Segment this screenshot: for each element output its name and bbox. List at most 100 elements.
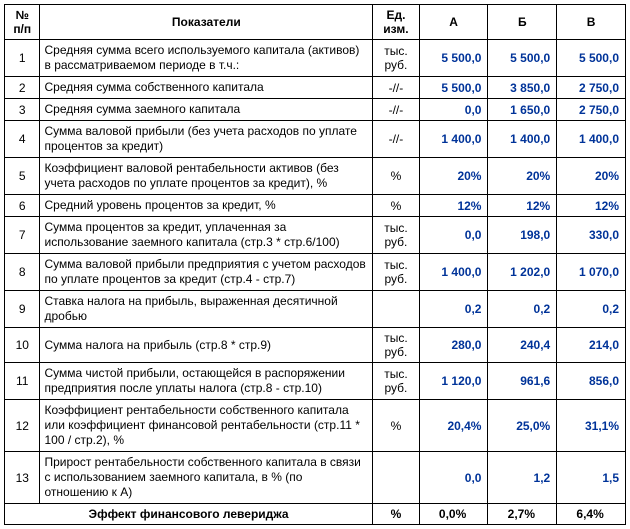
- row-value-v: 12%: [557, 195, 626, 217]
- row-value-v: 2 750,0: [557, 77, 626, 99]
- footer-label: Эффект финансового левериджа: [5, 504, 373, 525]
- row-value-a: 0,0: [419, 452, 488, 504]
- row-unit: тыс. руб.: [373, 217, 420, 254]
- row-value-v: 330,0: [557, 217, 626, 254]
- table-row: 8Сумма валовой прибыли предприятия с уче…: [5, 254, 626, 291]
- row-value-b: 240,4: [488, 328, 557, 363]
- row-number: 3: [5, 99, 40, 121]
- table-row: 5Коэффициент валовой рентабельности акти…: [5, 158, 626, 195]
- row-value-a: 280,0: [419, 328, 488, 363]
- row-value-v: 2 750,0: [557, 99, 626, 121]
- col-header-v: В: [557, 5, 626, 40]
- col-header-unit: Ед. изм.: [373, 5, 420, 40]
- row-value-b: 0,2: [488, 291, 557, 328]
- table-row: 13Прирост рентабельности собственного ка…: [5, 452, 626, 504]
- row-unit: [373, 452, 420, 504]
- row-number: 11: [5, 363, 40, 400]
- table-row: 7Сумма процентов за кредит, уплаченная з…: [5, 217, 626, 254]
- row-number: 2: [5, 77, 40, 99]
- table-row: 4Сумма валовой прибыли (без учета расход…: [5, 121, 626, 158]
- row-value-a: 5 500,0: [419, 40, 488, 77]
- row-value-v: 1 400,0: [557, 121, 626, 158]
- table-row: 6Средний уровень процентов за кредит, %%…: [5, 195, 626, 217]
- row-indicator: Средний уровень процентов за кредит, %: [40, 195, 373, 217]
- row-value-a: 1 400,0: [419, 254, 488, 291]
- row-indicator: Сумма налога на прибыль (стр.8 * стр.9): [40, 328, 373, 363]
- row-value-b: 3 850,0: [488, 77, 557, 99]
- row-value-v: 856,0: [557, 363, 626, 400]
- row-value-a: 0,2: [419, 291, 488, 328]
- row-number: 1: [5, 40, 40, 77]
- row-number: 5: [5, 158, 40, 195]
- table-row: 3Средняя сумма заемного капитала-//-0,01…: [5, 99, 626, 121]
- footer-unit: %: [373, 504, 420, 525]
- row-value-v: 20%: [557, 158, 626, 195]
- row-value-a: 20,4%: [419, 400, 488, 452]
- row-value-b: 1 202,0: [488, 254, 557, 291]
- row-unit: %: [373, 158, 420, 195]
- row-indicator: Коэффициент валовой рентабельности актив…: [40, 158, 373, 195]
- footer-value-v: 6,4%: [557, 504, 626, 525]
- row-number: 8: [5, 254, 40, 291]
- row-value-a: 1 400,0: [419, 121, 488, 158]
- row-indicator: Сумма валовой прибыли (без учета расходо…: [40, 121, 373, 158]
- table-footer-row: Эффект финансового левериджа % 0,0% 2,7%…: [5, 504, 626, 525]
- row-number: 12: [5, 400, 40, 452]
- row-number: 7: [5, 217, 40, 254]
- row-indicator: Прирост рентабельности собственного капи…: [40, 452, 373, 504]
- leverage-table: № п/п Показатели Ед. изм. А Б В 1Средняя…: [4, 4, 626, 525]
- row-unit: [373, 291, 420, 328]
- row-value-b: 1,2: [488, 452, 557, 504]
- row-value-a: 12%: [419, 195, 488, 217]
- row-number: 10: [5, 328, 40, 363]
- row-indicator: Сумма процентов за кредит, уплаченная за…: [40, 217, 373, 254]
- row-value-a: 0,0: [419, 99, 488, 121]
- row-value-v: 214,0: [557, 328, 626, 363]
- row-value-v: 5 500,0: [557, 40, 626, 77]
- row-indicator: Средняя сумма собственного капитала: [40, 77, 373, 99]
- row-value-a: 0,0: [419, 217, 488, 254]
- row-unit: тыс. руб.: [373, 40, 420, 77]
- row-value-v: 1,5: [557, 452, 626, 504]
- row-value-b: 961,6: [488, 363, 557, 400]
- table-row: 10Сумма налога на прибыль (стр.8 * стр.9…: [5, 328, 626, 363]
- row-value-a: 20%: [419, 158, 488, 195]
- row-indicator: Сумма валовой прибыли предприятия с учет…: [40, 254, 373, 291]
- row-unit: тыс. руб.: [373, 363, 420, 400]
- footer-value-b: 2,7%: [488, 504, 557, 525]
- col-header-b: Б: [488, 5, 557, 40]
- col-header-indicator: Показатели: [40, 5, 373, 40]
- row-number: 6: [5, 195, 40, 217]
- col-header-num: № п/п: [5, 5, 40, 40]
- footer-value-a: 0,0%: [419, 504, 488, 525]
- col-header-a: А: [419, 5, 488, 40]
- row-unit: тыс. руб.: [373, 328, 420, 363]
- table-row: 9Ставка налога на прибыль, выраженная де…: [5, 291, 626, 328]
- row-unit: %: [373, 195, 420, 217]
- table-row: 2Средняя сумма собственного капитала-//-…: [5, 77, 626, 99]
- table-row: 11Сумма чистой прибыли, остающейся в рас…: [5, 363, 626, 400]
- row-unit: -//-: [373, 99, 420, 121]
- table-header-row: № п/п Показатели Ед. изм. А Б В: [5, 5, 626, 40]
- row-value-b: 1 650,0: [488, 99, 557, 121]
- row-value-a: 1 120,0: [419, 363, 488, 400]
- row-value-v: 1 070,0: [557, 254, 626, 291]
- row-value-b: 25,0%: [488, 400, 557, 452]
- row-unit: -//-: [373, 121, 420, 158]
- row-value-b: 20%: [488, 158, 557, 195]
- row-unit: -//-: [373, 77, 420, 99]
- table-row: 1Средняя сумма всего используемого капит…: [5, 40, 626, 77]
- row-value-v: 0,2: [557, 291, 626, 328]
- row-unit: %: [373, 400, 420, 452]
- row-value-b: 198,0: [488, 217, 557, 254]
- table-row: 12Коэффициент рентабельности собственног…: [5, 400, 626, 452]
- row-value-b: 1 400,0: [488, 121, 557, 158]
- row-value-b: 12%: [488, 195, 557, 217]
- row-number: 13: [5, 452, 40, 504]
- row-indicator: Средняя сумма заемного капитала: [40, 99, 373, 121]
- row-number: 4: [5, 121, 40, 158]
- row-indicator: Коэффициент рентабельности собственного …: [40, 400, 373, 452]
- row-value-a: 5 500,0: [419, 77, 488, 99]
- row-value-b: 5 500,0: [488, 40, 557, 77]
- row-indicator: Ставка налога на прибыль, выраженная дес…: [40, 291, 373, 328]
